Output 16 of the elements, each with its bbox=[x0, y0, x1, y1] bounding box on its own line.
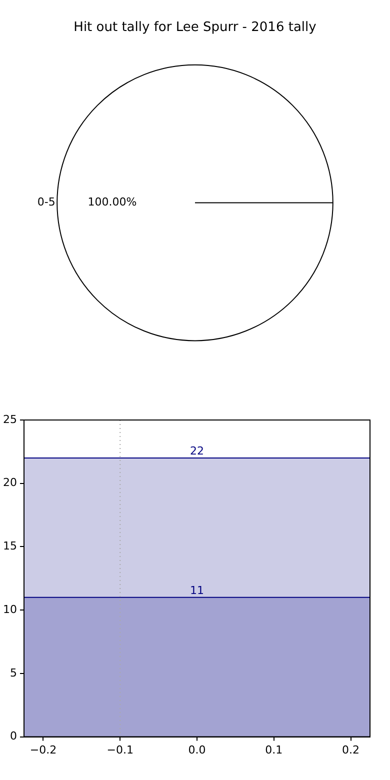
x-tick-label: 0.1 bbox=[265, 743, 283, 756]
chart-title: Hit out tally for Lee Spurr - 2016 tally bbox=[74, 20, 317, 36]
data-label: 100.00% bbox=[88, 196, 137, 209]
x-tick-label: −0.1 bbox=[106, 743, 134, 756]
y-tick-label: 15 bbox=[2, 540, 17, 553]
annotation: 11 bbox=[190, 584, 204, 597]
x-tick-label: 0.0 bbox=[188, 743, 206, 756]
y-tick-label: 10 bbox=[2, 602, 17, 616]
x-tick-label: 0.2 bbox=[342, 743, 360, 756]
y-tick-label: 20 bbox=[2, 476, 17, 490]
x-tick-label: −0.2 bbox=[30, 743, 57, 756]
annotation: 22 bbox=[190, 444, 204, 458]
y-tick-label: 5 bbox=[10, 666, 17, 680]
y-tick-label: 25 bbox=[2, 412, 17, 426]
slice-label: 0-5 bbox=[37, 196, 56, 209]
y-tick-label: 0 bbox=[10, 730, 17, 743]
